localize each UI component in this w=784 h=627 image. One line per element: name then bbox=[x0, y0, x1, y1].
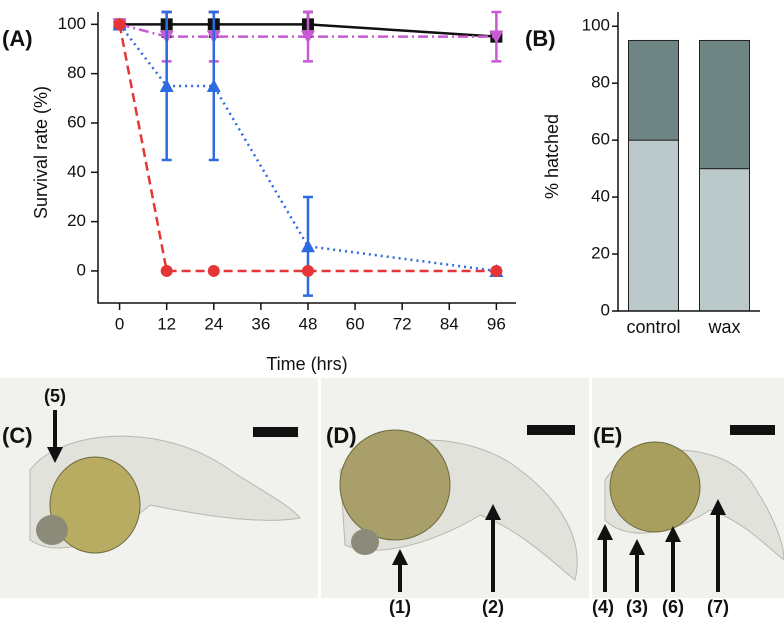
y-tick-label: 80 bbox=[67, 63, 86, 82]
y-tick-label: 20 bbox=[591, 244, 610, 263]
bar-segment bbox=[628, 139, 679, 312]
panel-label: (C) bbox=[2, 423, 33, 448]
bar-segment bbox=[628, 39, 679, 141]
eye-c bbox=[36, 515, 68, 545]
x-tick-label: 96 bbox=[487, 314, 506, 333]
x-tick-label: wax bbox=[707, 317, 740, 337]
marker bbox=[489, 30, 504, 44]
series-line bbox=[118, 23, 497, 273]
x-tick-label: 72 bbox=[393, 314, 412, 333]
arrow-label: (4) bbox=[592, 597, 614, 617]
yolk-c bbox=[49, 456, 141, 554]
y-tick-label: 100 bbox=[582, 16, 610, 35]
y-axis-label: % hatched bbox=[542, 114, 562, 199]
x-axis-label: Time (hrs) bbox=[266, 354, 347, 374]
x-tick-label: 12 bbox=[157, 314, 176, 333]
panel-label: (B) bbox=[525, 26, 556, 51]
y-tick-label: 80 bbox=[591, 73, 610, 92]
arrow-label: (6) bbox=[662, 597, 684, 617]
x-tick-label: 48 bbox=[299, 314, 318, 333]
panel-label: (D) bbox=[326, 423, 357, 448]
bar-segment bbox=[699, 168, 750, 312]
marker bbox=[113, 18, 126, 31]
x-tick-label: 24 bbox=[204, 314, 223, 333]
x-tick-label: 0 bbox=[115, 314, 124, 333]
marker bbox=[206, 78, 221, 92]
arrow-label: (1) bbox=[389, 597, 411, 617]
yolk-d bbox=[339, 429, 451, 541]
marker bbox=[160, 264, 173, 277]
marker bbox=[490, 264, 503, 277]
y-axis-label: Survival rate (%) bbox=[31, 86, 51, 219]
y-tick-label: 60 bbox=[67, 112, 86, 131]
y-tick-label: 60 bbox=[591, 130, 610, 149]
axes bbox=[97, 12, 516, 304]
y-tick-label: 40 bbox=[591, 187, 610, 206]
y-tick-label: 40 bbox=[67, 162, 86, 181]
marker bbox=[300, 239, 315, 253]
panel-label: (A) bbox=[2, 26, 33, 51]
arrow-label: (5) bbox=[44, 386, 66, 406]
marker bbox=[207, 264, 220, 277]
yolk-e bbox=[609, 441, 701, 533]
marker bbox=[159, 78, 174, 92]
x-tick-label: 36 bbox=[251, 314, 270, 333]
bar-segment bbox=[699, 39, 750, 170]
axes bbox=[617, 12, 760, 312]
scale-bar bbox=[730, 425, 775, 435]
arrow-label: (2) bbox=[482, 597, 504, 617]
panel-label: (E) bbox=[593, 423, 622, 448]
photo-panels: (C) (5) (D) (1) (2) (E) (4) (3) (6) (7) bbox=[0, 378, 784, 617]
y-tick-label: 100 bbox=[58, 14, 86, 33]
eye-d bbox=[351, 529, 379, 555]
y-tick-label: 0 bbox=[601, 300, 610, 319]
arrow-label: (7) bbox=[707, 597, 729, 617]
y-tick-label: 20 bbox=[67, 211, 86, 230]
marker bbox=[300, 30, 315, 44]
scale-bar bbox=[253, 427, 298, 437]
x-tick-label: 84 bbox=[440, 314, 459, 333]
marker bbox=[301, 264, 314, 277]
y-tick-label: 0 bbox=[77, 260, 86, 279]
arrow-label: (3) bbox=[626, 597, 648, 617]
scale-bar bbox=[527, 425, 575, 435]
x-tick-label: 60 bbox=[346, 314, 365, 333]
x-tick-label: control bbox=[626, 317, 680, 337]
